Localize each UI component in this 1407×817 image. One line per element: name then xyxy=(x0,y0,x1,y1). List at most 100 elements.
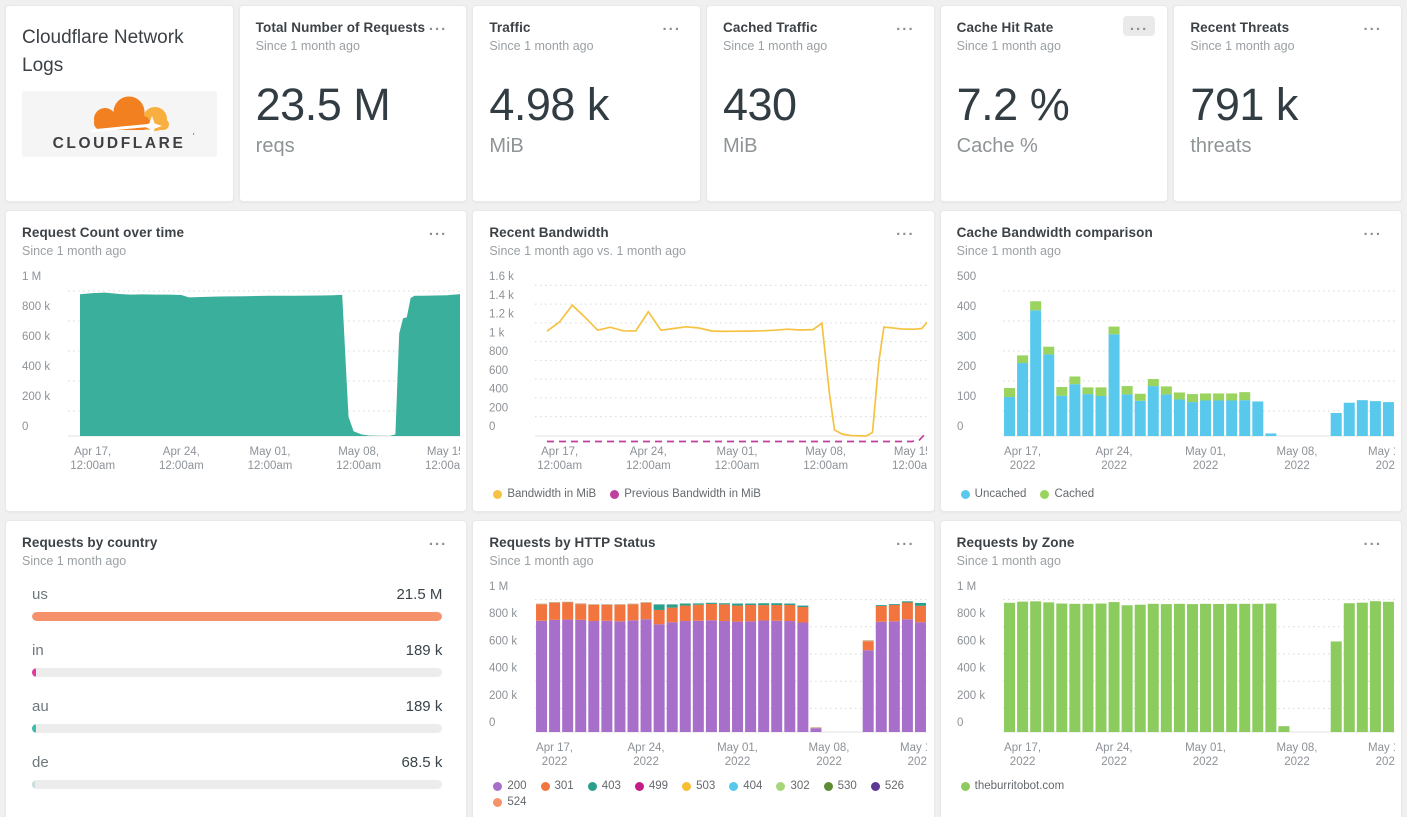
legend-item[interactable]: Cached xyxy=(1040,488,1094,500)
svg-text:800 k: 800 k xyxy=(957,608,985,620)
svg-text:1 M: 1 M xyxy=(22,271,41,283)
svg-text:May 01,12:00am: May 01, 12:00am xyxy=(248,446,293,472)
country-value: 21.5 M xyxy=(396,586,443,603)
panel-title: Recent Threats xyxy=(1190,20,1290,35)
panel-title: Cache Bandwidth comparison xyxy=(956,225,1153,240)
stat-value: 23.5 M xyxy=(255,79,391,130)
panel-title: Recent Bandwidth xyxy=(489,225,609,240)
svg-text:1 k: 1 k xyxy=(489,327,505,339)
panel-total-requests: Total Number of Requests Since 1 month a… xyxy=(238,5,468,202)
cache-legend: Uncached Cached xyxy=(957,488,1385,500)
legend-item[interactable]: theburritobot.com xyxy=(960,780,1064,792)
svg-text:May 15,2022: May 15,2022 xyxy=(1368,742,1395,768)
panel-menu-icon[interactable]: ... xyxy=(655,16,688,36)
svg-text:May 01,2022: May 01, 2022 xyxy=(1185,742,1226,768)
panel-menu-icon[interactable]: ... xyxy=(889,221,922,241)
legend-item[interactable]: Uncached xyxy=(960,488,1026,500)
panel-menu-icon[interactable]: ... xyxy=(422,531,455,551)
panel-menu-icon[interactable]: ... xyxy=(422,221,455,241)
dashboard-title: Cloudflare Network Logs xyxy=(22,27,184,76)
legend-dot-icon xyxy=(610,489,620,499)
http-status-stacked-bar-chart: 1 M 800 k 600 k 400 k 200 k 0 Apr 17, 2022 Apr 2… xyxy=(489,581,928,768)
country-value: 189 k xyxy=(405,642,443,659)
panel-menu-icon[interactable]: ... xyxy=(889,16,922,36)
svg-text:400 k: 400 k xyxy=(957,663,985,675)
panel-recent-bandwidth: Recent Bandwidth Since 1 month ago vs. 1… xyxy=(472,210,935,512)
legend-dot-icon xyxy=(682,781,692,791)
svg-text:May 15,12:00am: May 15,12:00am xyxy=(892,446,927,472)
country-value: 68.5 k xyxy=(401,754,443,771)
svg-text:200 k: 200 k xyxy=(957,690,985,702)
svg-text:May 15,2022: May 15,2022 xyxy=(1368,446,1395,472)
panel-menu-icon[interactable]: ... xyxy=(1356,531,1389,551)
legend-dot-icon xyxy=(960,489,970,499)
svg-text:800 k: 800 k xyxy=(22,301,50,313)
svg-text:Apr 24,2022: Apr 24, 2022 xyxy=(1095,446,1132,472)
country-bar-list: us 21.5 M in 189 k au 189 k de 68.5 k xyxy=(22,586,450,789)
legend-item[interactable]: 499 xyxy=(634,780,668,792)
stat-unit: reqs xyxy=(255,135,295,157)
svg-text:Apr 17,12:00am: Apr 17, 12:00am xyxy=(538,446,583,472)
legend-item[interactable]: 530 xyxy=(823,780,857,792)
country-row: in 189 k xyxy=(32,642,443,677)
svg-text:Apr 17,12:00am: Apr 17, 12:00am xyxy=(70,446,115,472)
stat-value: 430 xyxy=(723,79,797,130)
stat-unit: threats xyxy=(1190,135,1252,157)
country-bar xyxy=(32,780,35,789)
panel-title: Cache Hit Rate xyxy=(956,20,1054,35)
svg-text:600 k: 600 k xyxy=(22,331,50,343)
country-bar-track xyxy=(32,668,443,677)
panel-brand: Cloudflare Network Logs CLOUDFLARE ' xyxy=(5,5,234,202)
legend-item[interactable]: 403 xyxy=(587,780,621,792)
svg-text:100: 100 xyxy=(957,391,976,403)
stat-unit: MiB xyxy=(723,135,758,157)
svg-text:Apr 24,2022: Apr 24, 2022 xyxy=(628,742,665,768)
panel-menu-icon[interactable]: ... xyxy=(1122,16,1156,36)
legend-dot-icon xyxy=(870,781,880,791)
legend-dot-icon xyxy=(634,781,644,791)
legend-item[interactable]: 503 xyxy=(682,780,715,792)
svg-text:200 k: 200 k xyxy=(22,391,50,403)
svg-text:0: 0 xyxy=(489,717,495,729)
cloudflare-logo: CLOUDFLARE ' xyxy=(22,91,217,158)
panel-subtitle: Since 1 month ago xyxy=(22,554,127,568)
svg-text:Apr 24,2022: Apr 24, 2022 xyxy=(1095,742,1132,768)
legend-item[interactable]: 301 xyxy=(540,780,574,792)
legend-item[interactable]: 200 xyxy=(493,780,527,792)
svg-text:May 01,2022: May 01, 2022 xyxy=(717,742,758,768)
svg-text:Apr 24,12:00am: Apr 24, 12:00am xyxy=(159,446,204,472)
legend-item[interactable]: Bandwidth in MiB xyxy=(493,488,596,500)
country-bar-track xyxy=(32,612,443,621)
panel-subtitle: Since 1 month ago xyxy=(723,39,828,53)
svg-text:800: 800 xyxy=(489,346,508,358)
country-code: de xyxy=(32,754,49,771)
legend-item[interactable]: 524 xyxy=(493,796,527,808)
panel-menu-icon[interactable]: ... xyxy=(1356,221,1389,241)
svg-text:200: 200 xyxy=(489,402,508,414)
legend-item[interactable]: 526 xyxy=(870,780,904,792)
panel-menu-icon[interactable]: ... xyxy=(1356,16,1389,36)
legend-item[interactable]: 302 xyxy=(776,780,810,792)
panel-requests-by-zone: Requests by Zone Since 1 month ago ... 1… xyxy=(939,520,1402,817)
panel-menu-icon[interactable]: ... xyxy=(422,16,455,36)
legend-dot-icon xyxy=(587,781,597,791)
svg-text:500: 500 xyxy=(957,271,976,283)
svg-text:300: 300 xyxy=(957,331,976,343)
legend-item[interactable]: Previous Bandwidth in MiB xyxy=(610,488,761,500)
svg-text:0: 0 xyxy=(957,421,963,433)
panel-traffic: Traffic Since 1 month ago ... 4.98 k MiB xyxy=(472,5,701,202)
legend-dot-icon xyxy=(823,781,833,791)
svg-text:May 08,2022: May 08, 2022 xyxy=(809,742,850,768)
panel-title: Traffic xyxy=(489,20,531,35)
legend-item[interactable]: 404 xyxy=(729,780,762,792)
legend-dot-icon xyxy=(493,797,503,807)
legend-dot-icon xyxy=(960,781,970,791)
svg-text:400 k: 400 k xyxy=(22,361,50,373)
panel-title: Requests by Zone xyxy=(956,535,1075,550)
country-bar-track xyxy=(32,780,443,789)
svg-text:1.6 k: 1.6 k xyxy=(489,271,514,283)
zone-bar-chart: 1 M 800 k 600 k 400 k 200 k 0 Apr 17, 2022 Apr 2… xyxy=(957,581,1395,768)
panel-menu-icon[interactable]: ... xyxy=(889,531,922,551)
country-row: au 189 k xyxy=(32,698,443,733)
chart-row-1: Request Count over time Since 1 month ag… xyxy=(5,210,1402,512)
